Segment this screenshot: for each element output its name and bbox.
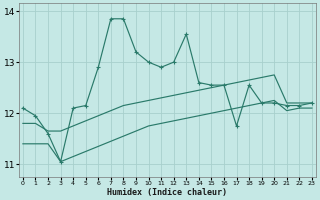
X-axis label: Humidex (Indice chaleur): Humidex (Indice chaleur) <box>108 188 228 197</box>
